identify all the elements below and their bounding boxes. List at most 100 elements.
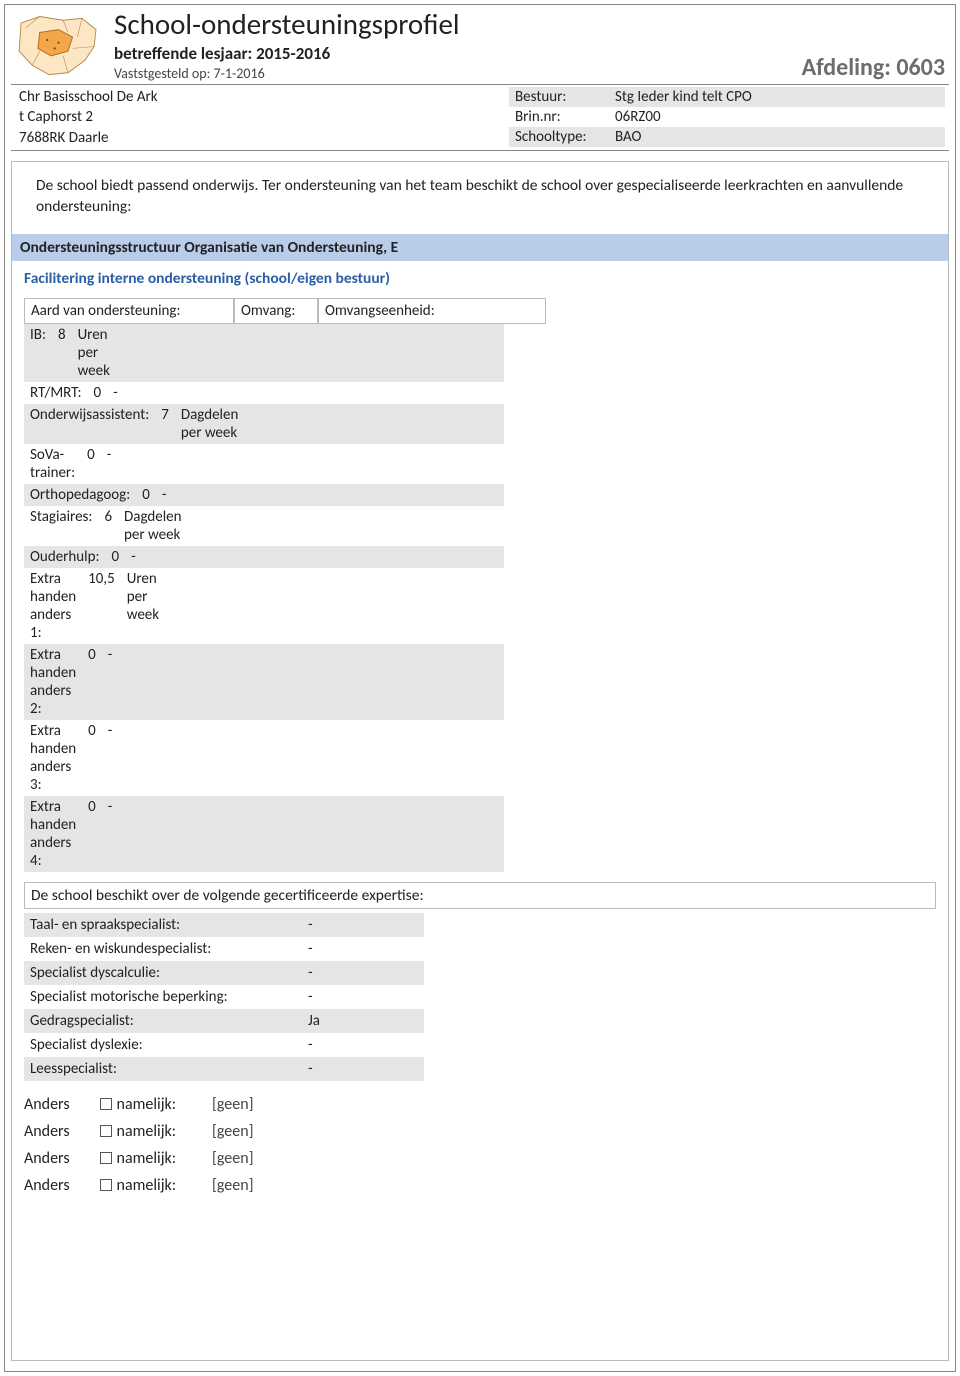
support-amount: 7 bbox=[155, 404, 175, 444]
page-container: School-ondersteuningsprofiel betreffende… bbox=[4, 4, 956, 1372]
expertise-row: Specialist motorische beperking:- bbox=[24, 985, 424, 1009]
support-amount: 0 bbox=[106, 546, 126, 568]
expertise-label: Leesspecialist: bbox=[30, 1060, 308, 1078]
content-area: De school biedt passend onderwijs. Ter o… bbox=[5, 151, 955, 1367]
support-label: Extra handen anders 4: bbox=[24, 796, 82, 872]
anders-label: Anders bbox=[24, 1149, 100, 1168]
support-row: Extra handen anders 4:0- bbox=[24, 796, 504, 872]
anders-row: Anders namelijk:[geen] bbox=[24, 1091, 936, 1118]
expertise-value: - bbox=[308, 988, 368, 1006]
expertise-row: Specialist dyscalculie:- bbox=[24, 961, 424, 985]
anders-label: Anders bbox=[24, 1176, 100, 1195]
support-unit: Dagdelen per week bbox=[175, 404, 244, 444]
expertise-row: Reken- en wiskundespecialist:- bbox=[24, 937, 424, 961]
support-row: IB:8Uren per week bbox=[24, 324, 504, 382]
vastgesteld-label: Vaststgesteld op: bbox=[114, 65, 210, 82]
anders-namelijk-label: namelijk: bbox=[117, 1095, 212, 1114]
hdr-omvang: Omvang: bbox=[234, 298, 318, 324]
subsection-title: Facilitering interne ondersteuning (scho… bbox=[12, 261, 948, 298]
support-unit: - bbox=[102, 644, 119, 720]
support-row: Extra handen anders 2:0- bbox=[24, 644, 504, 720]
anders-namelijk-label: namelijk: bbox=[117, 1176, 212, 1195]
support-amount: 0 bbox=[136, 484, 156, 506]
support-row: RT/MRT:0- bbox=[24, 382, 504, 404]
school-address-block: Chr Basisschool De Ark t Caphorst 2 7688… bbox=[19, 87, 509, 148]
support-label: SoVa-trainer: bbox=[24, 444, 81, 484]
subtitle-label: betreffende lesjaar: bbox=[114, 43, 252, 64]
bestuur-label: Bestuur: bbox=[509, 87, 609, 107]
anders-value: [geen] bbox=[212, 1122, 254, 1141]
expertise-label: Specialist dyslexie: bbox=[30, 1036, 308, 1054]
support-row: Extra handen anders 3:0- bbox=[24, 720, 504, 796]
support-amount: 8 bbox=[52, 324, 72, 382]
anders-label: Anders bbox=[24, 1095, 100, 1114]
anders-checkbox-wrap: namelijk: bbox=[100, 1176, 212, 1195]
vastgesteld-value: 7-1-2016 bbox=[214, 65, 265, 82]
support-amount: 0 bbox=[81, 444, 101, 484]
subtitle-value: 2015-2016 bbox=[256, 43, 330, 64]
vastgesteld-row: Vaststgesteld op: 7-1-2016 bbox=[114, 65, 802, 82]
afdeling-label: Afdeling: bbox=[802, 53, 891, 82]
support-label: IB: bbox=[24, 324, 52, 382]
schooltype-value: BAO bbox=[609, 127, 945, 147]
support-unit: - bbox=[156, 484, 173, 506]
anders-row: Andersnamelijk:[geen] bbox=[24, 1145, 936, 1172]
map-logo bbox=[11, 9, 106, 84]
document-header: School-ondersteuningsprofiel betreffende… bbox=[5, 5, 955, 84]
support-label: Extra handen anders 1: bbox=[24, 568, 82, 644]
anders-label: Anders bbox=[24, 1122, 100, 1141]
support-amount: 0 bbox=[87, 382, 107, 404]
expertise-label: Specialist dyscalculie: bbox=[30, 964, 308, 982]
checkbox-icon[interactable] bbox=[100, 1179, 112, 1191]
school-address: t Caphorst 2 bbox=[19, 107, 509, 127]
afdeling-value: 0603 bbox=[896, 53, 945, 82]
checkbox-icon[interactable] bbox=[100, 1098, 112, 1110]
expertise-row: Leesspecialist:- bbox=[24, 1057, 424, 1081]
support-label: Extra handen anders 3: bbox=[24, 720, 82, 796]
bestuur-value: Stg Ieder kind telt CPO bbox=[609, 87, 945, 107]
support-label: RT/MRT: bbox=[24, 382, 87, 404]
support-table: Aard van ondersteuning: Omvang: Omvangse… bbox=[24, 298, 936, 872]
expertise-row: Gedragspecialist:Ja bbox=[24, 1009, 424, 1033]
support-row: Onderwijsassistent:7Dagdelen per week bbox=[24, 404, 504, 444]
expertise-label: Gedragspecialist: bbox=[30, 1012, 308, 1030]
brin-value: 06RZ00 bbox=[609, 107, 945, 127]
support-unit: - bbox=[107, 382, 124, 404]
support-unit: Uren per week bbox=[121, 568, 165, 644]
support-label: Stagiaires: bbox=[24, 506, 98, 546]
support-amount: 0 bbox=[82, 644, 102, 720]
title-block: School-ondersteuningsprofiel betreffende… bbox=[114, 9, 802, 82]
kv-schooltype: Schooltype: BAO bbox=[509, 127, 945, 147]
anders-checkbox-wrap: namelijk: bbox=[100, 1149, 212, 1168]
checkbox-icon[interactable] bbox=[100, 1125, 112, 1137]
expertise-value: - bbox=[308, 940, 368, 958]
expertise-row: Taal- en spraakspecialist:- bbox=[24, 913, 424, 937]
expertise-value: - bbox=[308, 964, 368, 982]
anders-value: [geen] bbox=[212, 1095, 254, 1114]
schooltype-label: Schooltype: bbox=[509, 127, 609, 147]
support-unit: - bbox=[102, 720, 119, 796]
expertise-value: - bbox=[308, 1060, 368, 1078]
anders-block: Andersnamelijk:[geen]Andersnamelijk:[gee… bbox=[24, 1091, 936, 1199]
intro-text: De school biedt passend onderwijs. Ter o… bbox=[12, 162, 948, 234]
kv-brin: Brin.nr: 06RZ00 bbox=[509, 107, 945, 127]
anders-value: [geen] bbox=[212, 1176, 254, 1195]
support-amount: 0 bbox=[82, 796, 102, 872]
support-label: Orthopedagoog: bbox=[24, 484, 136, 506]
expertise-value: Ja bbox=[308, 1012, 368, 1030]
doc-title: School-ondersteuningsprofiel bbox=[114, 9, 802, 41]
support-label: Onderwijsassistent: bbox=[24, 404, 155, 444]
expertise-value: - bbox=[308, 916, 368, 934]
anders-checkbox-wrap: namelijk: bbox=[100, 1095, 212, 1114]
expertise-value: - bbox=[308, 1036, 368, 1054]
hdr-eenheid: Omvangseenheid: bbox=[318, 298, 546, 324]
support-amount: 10,5 bbox=[82, 568, 121, 644]
brin-label: Brin.nr: bbox=[509, 107, 609, 127]
section-title-bar: Ondersteuningsstructuur Organisatie van … bbox=[12, 234, 948, 261]
support-rows: IB:8Uren per weekRT/MRT:0-Onderwijsassis… bbox=[24, 324, 504, 872]
afdeling: Afdeling: 0603 bbox=[802, 53, 945, 84]
anders-namelijk-label: namelijk: bbox=[117, 1122, 212, 1141]
subtitle-row: betreffende lesjaar: 2015-2016 bbox=[114, 43, 802, 64]
anders-row: Anders namelijk:[geen] bbox=[24, 1118, 936, 1145]
checkbox-icon[interactable] bbox=[100, 1152, 112, 1164]
